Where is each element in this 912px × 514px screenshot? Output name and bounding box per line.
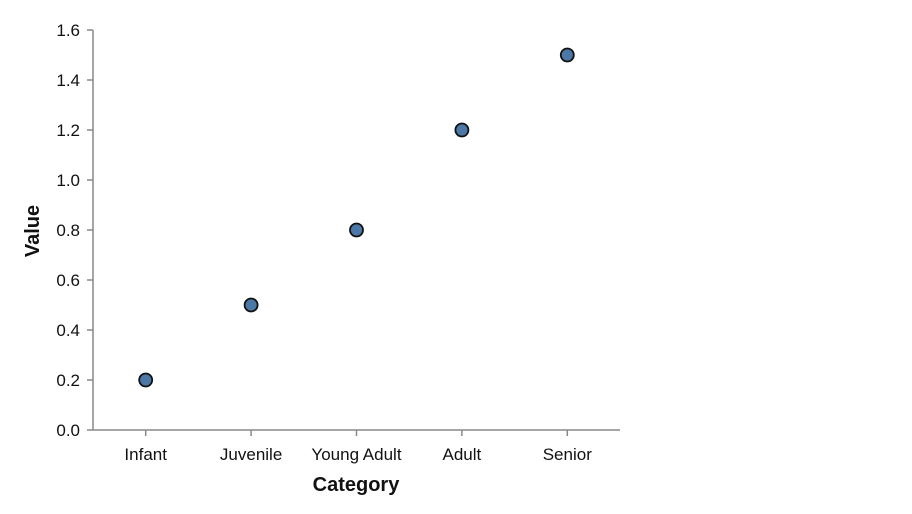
data-points [138,47,575,388]
x-tick-label: Senior [543,445,592,464]
y-axis-title: Value [22,205,44,257]
y-tick-label: 0.2 [56,371,80,390]
data-point-juvenile [243,297,259,313]
y-tick-label: 0.0 [56,421,80,440]
x-tick-label: Adult [443,445,482,464]
x-tick-label: Young Adult [311,445,401,464]
x-axis-title: Category [313,474,401,496]
y-axis: 0.0 0.2 0.4 0.6 0.8 1.0 1.2 1.4 1.6 [56,21,94,440]
y-tick-label: 0.8 [56,221,80,240]
data-point-infant [138,372,154,388]
y-tick-label: 0.4 [56,321,80,340]
x-tick-label: Juvenile [220,445,282,464]
data-point-adult [454,122,470,138]
y-tick-label: 1.4 [56,71,80,90]
y-tick-label: 1.0 [56,171,80,190]
y-tick-label: 1.2 [56,121,80,140]
data-point-young-adult [349,222,364,238]
data-point-senior [559,47,575,63]
y-tick-label: 1.6 [56,21,80,40]
y-tick-label: 0.6 [56,271,80,290]
x-axis: Infant Juvenile Young Adult Adult Senior [93,429,620,464]
x-tick-label: Infant [124,445,167,464]
